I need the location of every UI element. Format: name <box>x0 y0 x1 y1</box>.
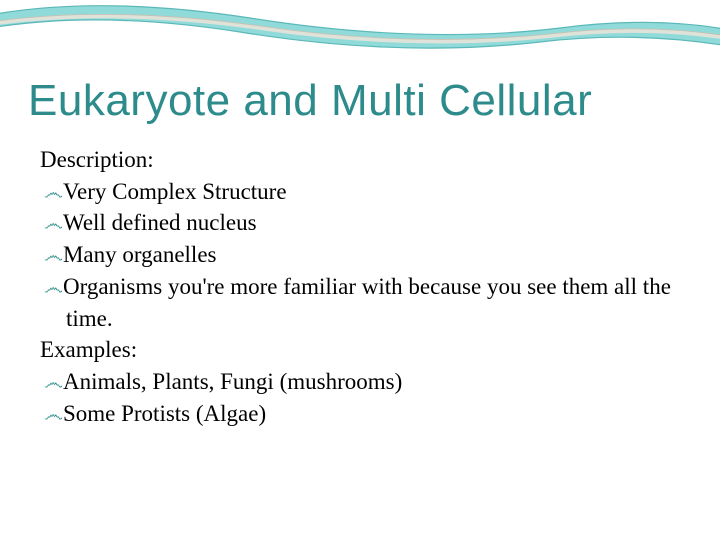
bullet-text: Well defined nucleus <box>63 210 257 235</box>
slide-title: Eukaryote and Multi Cellular <box>28 76 692 126</box>
bullet-item: ෴Animals, Plants, Fungi (mushrooms) <box>62 366 692 398</box>
bullet-text: Very Complex Structure <box>63 179 287 204</box>
bullet-icon: ෴ <box>44 213 61 235</box>
bullet-icon: ෴ <box>44 372 61 394</box>
bullet-item: ෴Many organelles <box>62 239 692 271</box>
slide-body: Description: ෴Very Complex Structure ෴We… <box>28 144 692 430</box>
bullet-text: Organisms you're more familiar with beca… <box>63 274 671 331</box>
bullet-icon: ෴ <box>44 277 61 299</box>
description-label: Description: <box>40 144 692 176</box>
bullet-item: ෴Well defined nucleus <box>62 207 692 239</box>
bullet-item: ෴Organisms you're more familiar with bec… <box>62 271 692 334</box>
bullet-icon: ෴ <box>44 182 61 204</box>
bullet-text: Many organelles <box>63 242 217 267</box>
bullet-item: ෴Very Complex Structure <box>62 176 692 208</box>
bullet-item: ෴Some Protists (Algae) <box>62 398 692 430</box>
bullet-icon: ෴ <box>44 245 61 267</box>
bullet-icon: ෴ <box>44 404 61 426</box>
slide-content: Eukaryote and Multi Cellular Description… <box>28 76 692 430</box>
bullet-text: Animals, Plants, Fungi (mushrooms) <box>63 369 402 394</box>
bullet-text: Some Protists (Algae) <box>63 401 266 426</box>
examples-label: Examples: <box>40 334 692 366</box>
wave-decoration <box>0 0 720 80</box>
